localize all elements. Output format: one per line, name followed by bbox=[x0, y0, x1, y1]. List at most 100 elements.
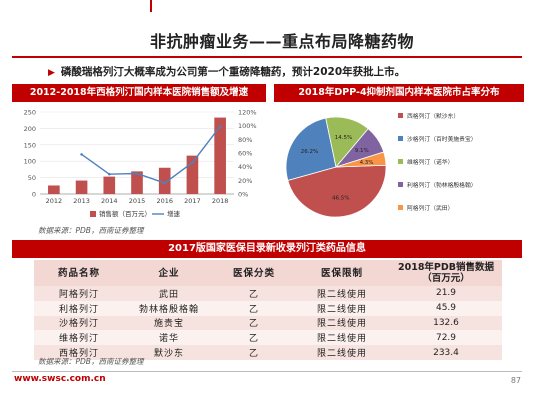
legend-swatch bbox=[398, 159, 403, 164]
y-tick-label: 0 bbox=[32, 191, 36, 199]
y2-tick-label: 120% bbox=[238, 109, 257, 117]
market-share-pie-chart: 46.5% 26.2% 14.5% 9.1% 4.3% 西格列汀（默沙东） 沙格列汀（百时美… bbox=[285, 112, 477, 218]
company-cell: 武田 bbox=[124, 286, 214, 301]
drug-name-cell: 西格列汀 bbox=[34, 345, 124, 360]
pie-slice bbox=[285, 117, 337, 181]
category-cell: 乙 bbox=[214, 345, 294, 360]
y-tick-label: 200 bbox=[24, 125, 36, 133]
restriction-cell: 限二线使用 bbox=[294, 315, 390, 331]
sales-cell: 72.9 bbox=[390, 330, 502, 346]
y-tick-label: 150 bbox=[24, 141, 36, 149]
restriction-cell: 限二线使用 bbox=[294, 345, 390, 360]
growth-point bbox=[218, 125, 222, 128]
y-tick-label: 250 bbox=[24, 109, 36, 117]
pie-slice bbox=[335, 151, 387, 168]
sales-bar bbox=[158, 167, 171, 194]
x-tick-label: 2014 bbox=[101, 197, 118, 205]
category-cell: 乙 bbox=[214, 315, 294, 331]
x-tick-label: 2017 bbox=[184, 197, 201, 205]
bar-chart-header: 2012-2018年西格列汀国内样本医院销售额及增速 bbox=[12, 84, 266, 102]
restriction-cell: 限二线使用 bbox=[294, 330, 390, 346]
pie-value-label: 9.1% bbox=[355, 148, 369, 154]
legend-label: 阿格列汀（武田） bbox=[407, 204, 453, 212]
pie-value-label: 14.5% bbox=[335, 135, 352, 141]
col-header-restriction: 医保限制 bbox=[294, 260, 390, 286]
drug-name-cell: 沙格列汀 bbox=[34, 315, 124, 331]
table-header-row: 药品名称 企业 医保分类 医保限制 2018年PDB销售数据（百万元） bbox=[34, 260, 502, 286]
restriction-cell: 限二线使用 bbox=[294, 300, 390, 316]
sales-bar bbox=[186, 155, 199, 194]
sales-bar bbox=[103, 176, 116, 194]
legend-label: 沙格列汀（百时美施贵宝） bbox=[407, 135, 477, 143]
table-title: 2017版国家医保目录新收录列汀类药品信息 bbox=[12, 240, 522, 258]
growth-point bbox=[191, 161, 194, 164]
drug-info-table: 药品名称 企业 医保分类 医保限制 2018年PDB销售数据（百万元） 阿格列汀… bbox=[34, 260, 502, 360]
x-tick-label: 2018 bbox=[212, 197, 229, 205]
legend-swatch-sales bbox=[90, 211, 96, 217]
x-tick-label: 2013 bbox=[73, 197, 90, 205]
col-header-drug: 药品名称 bbox=[34, 260, 124, 286]
triangle-arrow-icon: ▶ bbox=[48, 68, 55, 78]
legend-label-sales: 销售额（百万元） bbox=[99, 209, 151, 218]
chart-source-note: 数据来源：PDB，西南证券整理 bbox=[38, 226, 144, 235]
legend-label-growth: 增速 bbox=[167, 209, 181, 218]
x-tick-label: 2015 bbox=[129, 197, 146, 205]
legend-swatch bbox=[398, 113, 403, 118]
growth-point bbox=[163, 181, 167, 185]
growth-point bbox=[107, 172, 111, 176]
table-row: 维格列汀 诺华 乙 限二线使用 72.9 bbox=[34, 330, 502, 346]
company-cell: 诺华 bbox=[124, 330, 214, 346]
drug-name-cell: 维格列汀 bbox=[34, 330, 124, 346]
key-point-text: 磷酸瑞格列汀大概率成为公司第一个重磅降糖药，预计2020年获批上市。 bbox=[60, 66, 406, 78]
company-cell: 默沙东 bbox=[124, 345, 214, 360]
legend-swatch bbox=[398, 205, 403, 210]
table-row: 利格列汀 勃林格殷格翰 乙 限二线使用 45.9 bbox=[34, 300, 502, 316]
pie-slice bbox=[287, 164, 387, 218]
category-cell: 乙 bbox=[214, 300, 294, 316]
growth-point bbox=[80, 153, 83, 156]
sales-bar-line-chart: 0 50 100 150 200 250 0% 20% 40% 60% 80% 100% 120% 201… bbox=[24, 109, 257, 219]
top-accent-tick bbox=[150, 0, 152, 12]
sales-cell: 21.9 bbox=[390, 286, 502, 301]
drug-name-cell: 利格列汀 bbox=[34, 300, 124, 316]
x-tick-label: 2016 bbox=[156, 197, 173, 205]
sales-cell: 233.4 bbox=[390, 345, 502, 360]
y2-tick-label: 100% bbox=[238, 122, 257, 130]
table-row: 西格列汀 默沙东 乙 限二线使用 233.4 bbox=[34, 345, 502, 360]
legend-swatch bbox=[398, 136, 403, 141]
col-header-company: 企业 bbox=[124, 260, 214, 286]
sales-cell: 132.6 bbox=[390, 315, 502, 331]
sales-bar bbox=[75, 180, 88, 194]
category-cell: 乙 bbox=[214, 286, 294, 301]
y2-tick-label: 80% bbox=[238, 136, 252, 144]
y2-tick-label: 40% bbox=[238, 163, 252, 171]
legend-swatch bbox=[398, 182, 403, 187]
company-cell: 施贵宝 bbox=[124, 315, 214, 331]
table-row: 沙格列汀 施贵宝 乙 限二线使用 132.6 bbox=[34, 315, 502, 331]
growth-line bbox=[81, 125, 221, 184]
restriction-cell: 限二线使用 bbox=[294, 286, 390, 301]
footer-url[interactable]: www.swsc.com.cn bbox=[14, 374, 106, 384]
y2-tick-label: 0% bbox=[238, 191, 248, 199]
drug-name-cell: 阿格列汀 bbox=[34, 286, 124, 301]
page-number: 87 bbox=[510, 376, 521, 385]
slide-title: 非抗肿瘤业务——重点布局降糖药物 bbox=[150, 32, 415, 51]
legend-label: 利格列汀（勃林格殷格翰） bbox=[407, 181, 477, 189]
y-tick-label: 50 bbox=[28, 174, 36, 182]
title-divider bbox=[12, 56, 522, 58]
key-point: ▶ 磷酸瑞格列汀大概率成为公司第一个重磅降糖药，预计2020年获批上市。 bbox=[48, 64, 405, 79]
footer-divider bbox=[12, 371, 522, 372]
growth-point bbox=[135, 172, 139, 175]
legend-label: 西格列汀（默沙东） bbox=[407, 112, 459, 120]
legend-label: 维格列汀（诺华） bbox=[407, 158, 453, 166]
sales-bar bbox=[214, 117, 226, 194]
category-cell: 乙 bbox=[214, 330, 294, 346]
sales-bar bbox=[48, 185, 60, 194]
y-tick-label: 100 bbox=[24, 158, 36, 166]
y2-tick-label: 20% bbox=[238, 177, 252, 185]
pie-value-label: 46.5% bbox=[332, 196, 349, 202]
sales-cell: 45.9 bbox=[390, 300, 502, 316]
sales-bar bbox=[131, 171, 143, 194]
col-header-sales: 2018年PDB销售数据（百万元） bbox=[390, 260, 502, 286]
pie-value-label: 26.2% bbox=[301, 149, 318, 155]
